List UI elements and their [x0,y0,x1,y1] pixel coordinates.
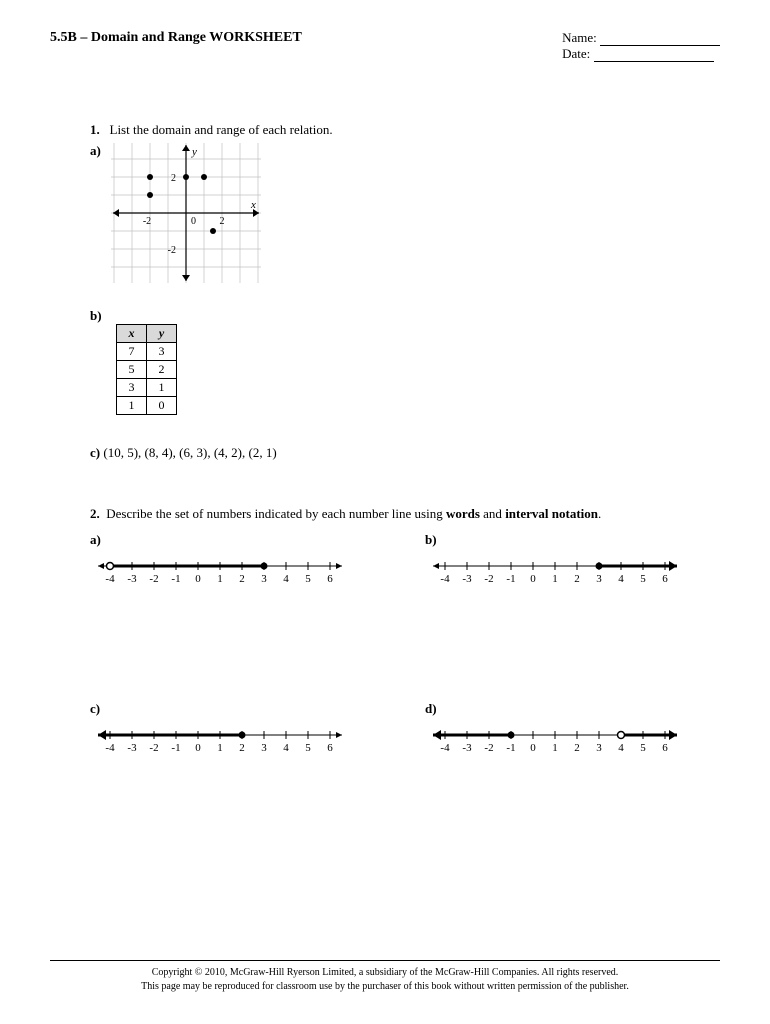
q2-prompt-end: . [598,506,601,521]
svg-text:-2: -2 [143,216,151,227]
svg-text:1: 1 [217,573,223,585]
q1b-table: xy73523110 [116,324,177,415]
q2a-label: a) [90,532,108,548]
svg-text:2: 2 [239,573,245,585]
name-label: Name: [562,30,597,45]
svg-text:4: 4 [283,742,289,754]
svg-text:6: 6 [662,742,668,754]
q2-prompt-bold2: interval notation [505,506,598,521]
svg-text:1: 1 [217,742,223,754]
svg-text:4: 4 [618,742,624,754]
svg-text:-3: -3 [127,573,137,585]
name-date-fields: Name: Date: [562,30,720,62]
svg-text:0: 0 [195,742,201,754]
svg-text:1: 1 [552,742,558,754]
footer-line1: Copyright © 2010, McGraw-Hill Ryerson Li… [50,966,720,980]
q2-number: 2. [90,506,100,521]
svg-text:3: 3 [596,573,602,585]
svg-text:-1: -1 [171,742,180,754]
q1a-label: a) [90,143,108,159]
q2-prompt-mid: and [480,506,505,521]
svg-text:5: 5 [305,573,311,585]
q1-number: 1. [90,122,100,137]
svg-text:2: 2 [220,216,225,227]
q1b-label: b) [90,308,108,324]
svg-text:5: 5 [640,573,646,585]
q2b-label: b) [425,532,443,548]
svg-text:2: 2 [574,742,580,754]
date-blank [594,50,714,62]
svg-text:5: 5 [305,742,311,754]
q2a-numberline: -4 -3 -2 -1 0 1 2 3 4 5 6 [90,551,385,591]
date-label: Date: [562,46,590,61]
svg-text:y: y [191,146,197,158]
worksheet-title: 5.5B – Domain and Range WORKSHEET [50,30,302,46]
svg-text:3: 3 [596,742,602,754]
q1a-graph: -2 0 2 2 -2 y x [111,143,261,283]
svg-text:2: 2 [171,173,176,184]
svg-text:-3: -3 [462,573,472,585]
svg-text:4: 4 [618,573,624,585]
svg-text:4: 4 [283,573,289,585]
svg-text:-1: -1 [506,573,515,585]
q2c-label: c) [90,701,108,717]
q2c-numberline: -4 -3 -2 -1 0 1 2 3 4 5 6 [90,720,385,760]
svg-text:x: x [250,199,256,211]
q1c-label: c) [90,445,100,460]
q1c-text: (10, 5), (8, 4), (6, 3), (4, 2), (2, 1) [103,445,276,460]
svg-text:-1: -1 [506,742,515,754]
q2b-numberline: -4 -3 -2 -1 0 1 2 3 4 5 6 [425,551,720,591]
q2-prompt-bold1: words [446,506,480,521]
svg-text:-4: -4 [105,742,115,754]
svg-text:-2: -2 [149,742,158,754]
svg-text:-2: -2 [149,573,158,585]
svg-text:0: 0 [191,216,196,227]
svg-text:-4: -4 [440,573,450,585]
svg-text:0: 0 [530,742,536,754]
svg-text:-4: -4 [105,573,115,585]
svg-text:3: 3 [261,742,267,754]
svg-text:-2: -2 [484,573,493,585]
svg-text:6: 6 [327,573,333,585]
svg-text:6: 6 [327,742,333,754]
svg-text:-3: -3 [462,742,472,754]
svg-text:6: 6 [662,573,668,585]
question-1: 1. List the domain and range of each rel… [90,122,720,138]
q1-prompt: List the domain and range of each relati… [110,122,333,137]
question-2: 2. Describe the set of numbers indicated… [90,506,720,522]
svg-text:-4: -4 [440,742,450,754]
svg-text:-2: -2 [484,742,493,754]
svg-text:3: 3 [261,573,267,585]
footer-line2: This page may be reproduced for classroo… [50,980,720,994]
q2d-numberline: -4 -3 -2 -1 0 1 2 3 4 5 6 [425,720,720,760]
svg-text:5: 5 [640,742,646,754]
q2-prompt-pre: Describe the set of numbers indicated by… [106,506,446,521]
q2d-label: d) [425,701,443,717]
worksheet-header: 5.5B – Domain and Range WORKSHEET Name: … [50,30,720,62]
svg-text:2: 2 [574,573,580,585]
svg-text:0: 0 [530,573,536,585]
copyright-footer: Copyright © 2010, McGraw-Hill Ryerson Li… [50,960,720,994]
svg-text:1: 1 [552,573,558,585]
svg-text:-3: -3 [127,742,137,754]
svg-text:0: 0 [195,573,201,585]
name-blank [600,34,720,46]
svg-text:-2: -2 [168,245,176,256]
svg-text:-1: -1 [171,573,180,585]
svg-text:2: 2 [239,742,245,754]
